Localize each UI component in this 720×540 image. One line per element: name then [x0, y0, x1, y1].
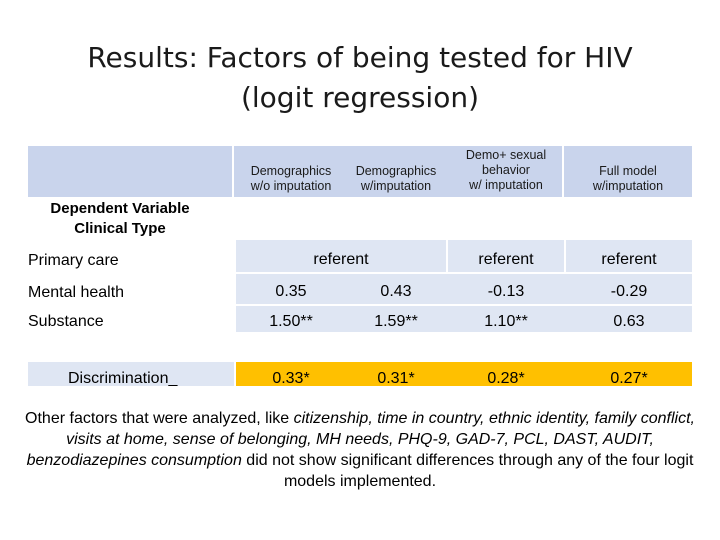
cell-divider: [564, 240, 566, 272]
cell-mental-health-c3: -0.13: [487, 283, 525, 300]
table-row: [236, 274, 692, 304]
slide-title: Results: Factors of being tested for HIV…: [0, 38, 720, 118]
cell-discrimination-c1: 0.33*: [272, 370, 310, 387]
col-header-demographics-no-imputation: Demographics w/o imputation: [250, 164, 332, 193]
clinical-type-label: Clinical Type: [74, 220, 166, 237]
cell-mental-health-c2: 0.43: [380, 283, 412, 300]
header-divider: [562, 146, 564, 197]
table-row: [236, 240, 692, 272]
col-header-full-model: Full model w/imputation: [592, 164, 664, 193]
cell-substance-c3: 1.10**: [484, 313, 528, 330]
row-label-substance: Substance: [28, 313, 104, 330]
row-label-mental-health: Mental health: [28, 284, 125, 301]
discrimination-label-cell: [28, 362, 234, 386]
table-row-highlight: [236, 362, 692, 386]
cell-divider: [446, 240, 448, 272]
title-line-1: Results: Factors of being tested for HIV: [87, 41, 633, 74]
cell-substance-c2: 1.59**: [374, 313, 418, 330]
cell-mental-health-c1: 0.35: [275, 283, 307, 300]
cell-discrimination-c3: 0.28*: [487, 370, 525, 387]
cell-discrimination-c2: 0.31*: [377, 370, 415, 387]
cell-discrimination-c4: 0.27*: [610, 370, 648, 387]
table-row: [236, 306, 692, 332]
col-header-demo-sexual-behavior: Demo+ sexual behavior w/ imputation: [465, 148, 547, 192]
cell-primary-care-merged: referent: [313, 251, 369, 268]
table-header-band: [28, 146, 692, 197]
cell-substance-c4: 0.63: [613, 313, 645, 330]
row-label-discrimination: Discrimination_: [68, 370, 178, 387]
cell-mental-health-c4: -0.29: [610, 283, 648, 300]
col-header-demographics-imputation: Demographics w/imputation: [355, 164, 437, 193]
header-divider: [232, 146, 234, 197]
title-line-2: (logit regression): [240, 81, 480, 114]
cell-primary-care-c4: referent: [601, 251, 657, 268]
row-label-primary-care: Primary care: [28, 252, 119, 269]
dependent-variable-label: Dependent Variable: [50, 200, 190, 217]
analysis-note: Other factors that were analyzed, like c…: [25, 410, 695, 490]
cell-primary-care-c3: referent: [478, 251, 534, 268]
cell-substance-c1: 1.50**: [269, 313, 313, 330]
